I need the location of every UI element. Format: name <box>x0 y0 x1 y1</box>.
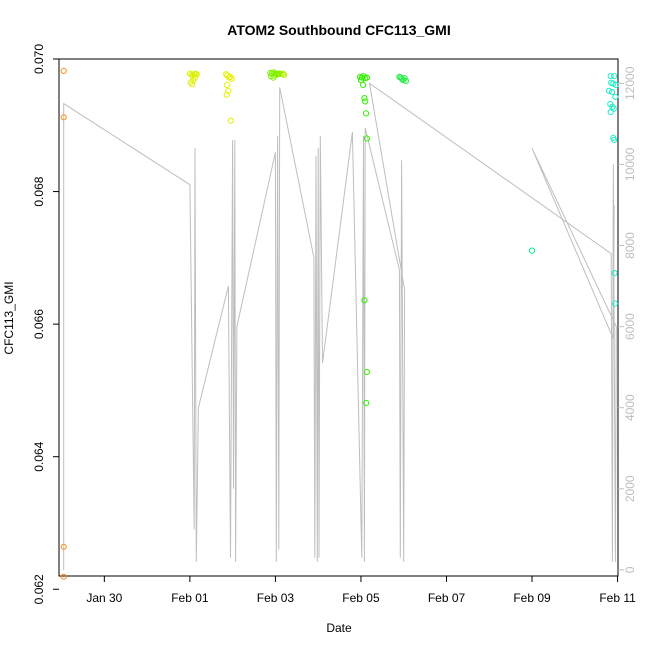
data-point <box>188 81 196 88</box>
x-axis: Jan 30 Feb 01 Feb 03 Feb 05 Feb 07 Feb 09 Feb … <box>86 576 636 605</box>
y2-tick-label: 12000 <box>623 66 637 100</box>
data-point <box>360 81 367 89</box>
y2-tick-label: 8000 <box>623 232 637 259</box>
data-point <box>60 543 67 550</box>
data-point <box>608 89 616 96</box>
data-point <box>363 399 370 407</box>
data-point <box>361 95 368 102</box>
data-point <box>223 71 230 78</box>
data-point <box>361 297 368 304</box>
data-point <box>611 270 618 277</box>
y-tick-label: 0.070 <box>32 44 46 74</box>
y2-tick-label: 10000 <box>623 147 637 181</box>
data-point <box>227 117 234 124</box>
data-point <box>270 74 277 81</box>
y2-tick-label: 4000 <box>623 394 637 421</box>
x-tick-label: Feb 05 <box>342 591 380 605</box>
data-point <box>363 135 370 142</box>
x-tick-label: Feb 07 <box>428 591 466 605</box>
data-point <box>611 136 618 143</box>
data-point <box>402 77 409 85</box>
data-point <box>611 300 619 307</box>
y2-tick-label: 6000 <box>623 313 637 340</box>
data-point <box>193 71 200 78</box>
x-tick-label: Feb 01 <box>171 591 209 605</box>
data-point <box>607 73 614 80</box>
secondary-series-layer <box>63 82 617 570</box>
y2-tick-label: 0 <box>623 566 637 573</box>
data-point <box>60 67 67 75</box>
data-points-layer <box>60 67 620 580</box>
data-point <box>223 91 230 98</box>
data-point <box>605 87 613 94</box>
y-axis: 0.062 0.064 0.066 0.068 0.070 <box>32 44 59 604</box>
data-point <box>224 81 231 89</box>
data-point <box>612 81 620 89</box>
data-point <box>275 70 282 77</box>
data-point <box>280 70 287 77</box>
data-point <box>363 110 370 117</box>
x-axis-label: Date <box>326 621 352 635</box>
data-point <box>191 74 199 81</box>
y-tick-label: 0.064 <box>32 441 46 471</box>
data-point <box>60 114 67 121</box>
plot-frame <box>58 58 619 577</box>
secondary-series-line <box>63 82 617 570</box>
secondary-y-axis: 0 2000 4000 6000 8000 10000 12000 <box>618 66 637 573</box>
y-tick-label: 0.062 <box>32 574 46 604</box>
y-tick-label: 0.068 <box>32 176 46 206</box>
data-point <box>611 73 618 80</box>
data-point <box>363 368 370 375</box>
data-point <box>60 573 67 580</box>
x-tick-label: Feb 03 <box>257 591 295 605</box>
data-point <box>612 93 619 100</box>
data-point <box>225 87 232 94</box>
y2-tick-label: 2000 <box>623 475 637 502</box>
data-point <box>362 98 369 105</box>
chart-title: ATOM2 Southbound CFC113_GMI <box>227 22 451 38</box>
x-tick-label: Jan 30 <box>86 591 122 605</box>
y-tick-label: 0.066 <box>32 309 46 339</box>
data-point <box>528 247 536 254</box>
x-tick-label: Feb 09 <box>513 591 551 605</box>
x-tick-label: Feb 11 <box>599 591 636 605</box>
data-point <box>363 74 370 81</box>
y-axis-label: CFC113_GMI <box>2 281 16 354</box>
data-point <box>228 75 235 83</box>
data-point <box>607 108 614 116</box>
